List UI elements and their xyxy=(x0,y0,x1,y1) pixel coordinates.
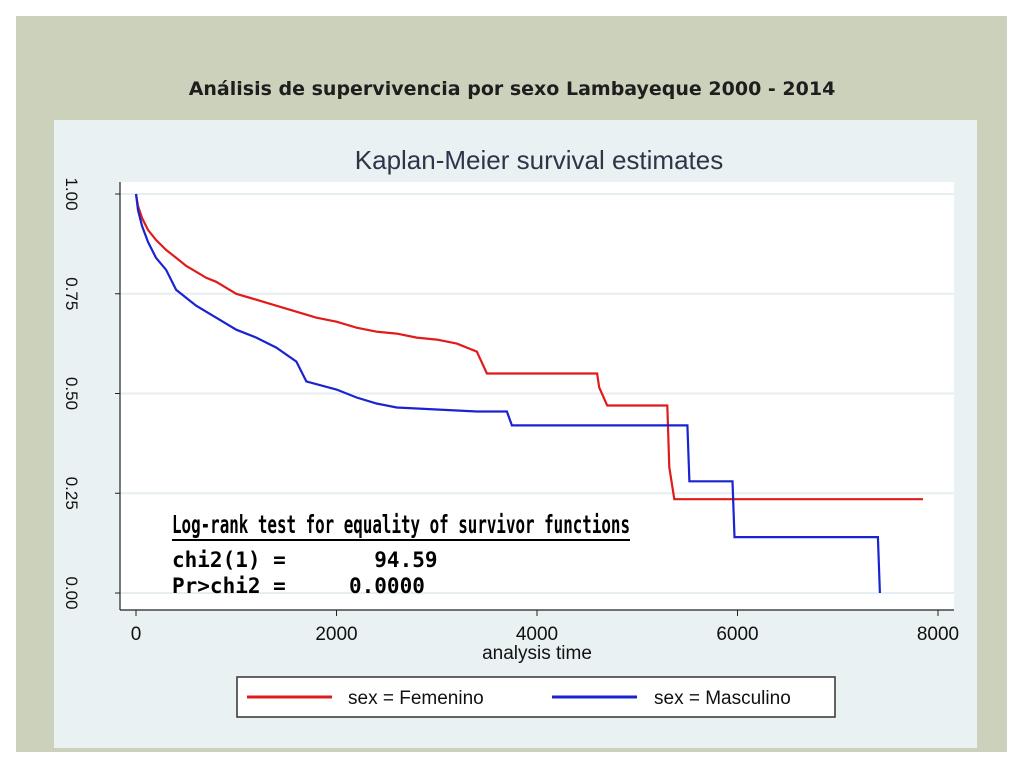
legend-label-femenino: sex = Femenino xyxy=(348,688,484,709)
legend: sex = Femenino sex = Masculino xyxy=(236,676,836,718)
y-tick-label: 0.75 xyxy=(62,277,81,310)
legend-box xyxy=(236,676,836,718)
slide-title: Análisis de supervivencia por sexo Lamba… xyxy=(188,78,836,100)
annotation-chi2: chi2(1) = 94.59 xyxy=(172,548,438,572)
annotation-pvalue: Pr>chi2 = 0.0000 xyxy=(172,574,425,598)
x-tick-label: 0 xyxy=(131,624,142,645)
x-tick-label: 4000 xyxy=(516,624,558,645)
series-line-femenino xyxy=(134,193,923,501)
y-tick-label: 1.00 xyxy=(62,177,81,210)
x-tick-label: 2000 xyxy=(315,624,357,645)
y-tick-label: 0.00 xyxy=(62,576,81,609)
plot-area xyxy=(120,182,954,610)
chart-panel: Kaplan-Meier survival estimates 0.00 0.25… xyxy=(54,120,977,748)
legend-label-masculino: sex = Masculino xyxy=(654,688,791,709)
series-line-masculino xyxy=(134,193,881,594)
y-tick-label: 0.25 xyxy=(62,477,81,510)
x-tick-label: 6000 xyxy=(716,624,758,645)
log-rank-annotation: Log-rank test for equality of survivor f… xyxy=(172,510,630,598)
x-tick-label: 8000 xyxy=(917,624,959,645)
kaplan-meier-chart: Kaplan-Meier survival estimates 0.00 0.25… xyxy=(62,145,959,718)
plot-title: Kaplan-Meier survival estimates xyxy=(355,145,723,175)
x-axis-title: analysis time xyxy=(482,643,592,664)
y-tick-label: 0.50 xyxy=(62,377,81,410)
annotation-heading: Log-rank test for equality of survivor f… xyxy=(172,510,630,539)
